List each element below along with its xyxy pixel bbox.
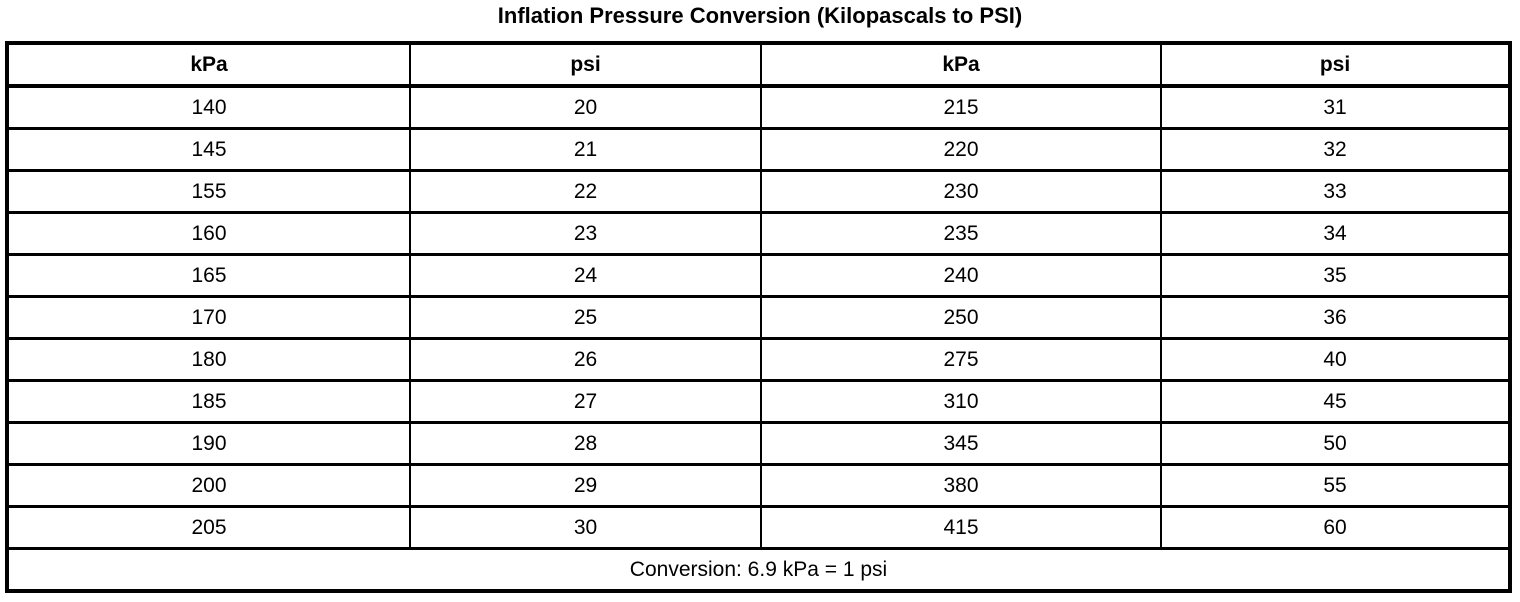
table-cell: 140 <box>6 84 411 130</box>
table-cell: 40 <box>1160 337 1511 382</box>
table-cell: 415 <box>760 505 1162 550</box>
footer-row: Conversion: 6.9 kPa = 1 psi <box>6 547 1511 593</box>
table-cell: 200 <box>6 463 411 508</box>
table-row: 190 28 345 50 <box>6 421 1511 466</box>
table-cell: 275 <box>760 337 1162 382</box>
table-cell: 250 <box>760 295 1162 340</box>
table-cell: 215 <box>760 84 1162 130</box>
table-row: 165 24 240 35 <box>6 253 1511 298</box>
table-footer: Conversion: 6.9 kPa = 1 psi <box>6 547 1511 593</box>
conversion-note: Conversion: 6.9 kPa = 1 psi <box>6 547 1511 593</box>
table-cell: 22 <box>409 169 762 214</box>
column-header-psi-left: psi <box>409 41 762 88</box>
table-cell: 34 <box>1160 211 1511 256</box>
table-body: 140 20 215 31 145 21 220 32 155 22 230 33 160 23 235 34… <box>6 84 1511 550</box>
table-cell: 170 <box>6 295 411 340</box>
table-cell: 36 <box>1160 295 1511 340</box>
table-cell: 380 <box>760 463 1162 508</box>
table-cell: 27 <box>409 379 762 424</box>
table-cell: 32 <box>1160 127 1511 172</box>
table-cell: 160 <box>6 211 411 256</box>
table-cell: 23 <box>409 211 762 256</box>
table-cell: 145 <box>6 127 411 172</box>
table-cell: 240 <box>760 253 1162 298</box>
table-row: 180 26 275 40 <box>6 337 1511 382</box>
table-cell: 20 <box>409 84 762 130</box>
table-cell: 60 <box>1160 505 1511 550</box>
page-title: Inflation Pressure Conversion (Kilopasca… <box>497 3 1023 28</box>
table-row: 170 25 250 36 <box>6 295 1511 340</box>
table-cell: 230 <box>760 169 1162 214</box>
table-cell: 26 <box>409 337 762 382</box>
table-cell: 155 <box>6 169 411 214</box>
column-header-psi-right: psi <box>1160 41 1511 88</box>
table-cell: 220 <box>760 127 1162 172</box>
table-cell: 185 <box>6 379 411 424</box>
table-cell: 180 <box>6 337 411 382</box>
table-row: 185 27 310 45 <box>6 379 1511 424</box>
column-header-kpa-right: kPa <box>760 41 1162 88</box>
table-cell: 190 <box>6 421 411 466</box>
table-cell: 345 <box>760 421 1162 466</box>
conversion-table: kPa psi kPa psi 140 20 215 31 145 21 220 32 155 2… <box>5 41 1512 593</box>
table-cell: 310 <box>760 379 1162 424</box>
table-row: 145 21 220 32 <box>6 127 1511 172</box>
table-cell: 205 <box>6 505 411 550</box>
column-header-kpa-left: kPa <box>6 41 411 88</box>
table-row: 160 23 235 34 <box>6 211 1511 256</box>
table-cell: 235 <box>760 211 1162 256</box>
table-cell: 45 <box>1160 379 1511 424</box>
table-row: 205 30 415 60 <box>6 505 1511 550</box>
table-cell: 24 <box>409 253 762 298</box>
table-row: 140 20 215 31 <box>6 84 1511 130</box>
table-cell: 35 <box>1160 253 1511 298</box>
table-header: kPa psi kPa psi <box>6 41 1511 88</box>
table-cell: 30 <box>409 505 762 550</box>
table-cell: 29 <box>409 463 762 508</box>
table-cell: 50 <box>1160 421 1511 466</box>
table-cell: 21 <box>409 127 762 172</box>
table-cell: 55 <box>1160 463 1511 508</box>
table-row: 155 22 230 33 <box>6 169 1511 214</box>
table-cell: 165 <box>6 253 411 298</box>
table-cell: 28 <box>409 421 762 466</box>
table-cell: 31 <box>1160 84 1511 130</box>
table-cell: 33 <box>1160 169 1511 214</box>
table-row: 200 29 380 55 <box>6 463 1511 508</box>
table-cell: 25 <box>409 295 762 340</box>
header-row: kPa psi kPa psi <box>6 41 1511 88</box>
